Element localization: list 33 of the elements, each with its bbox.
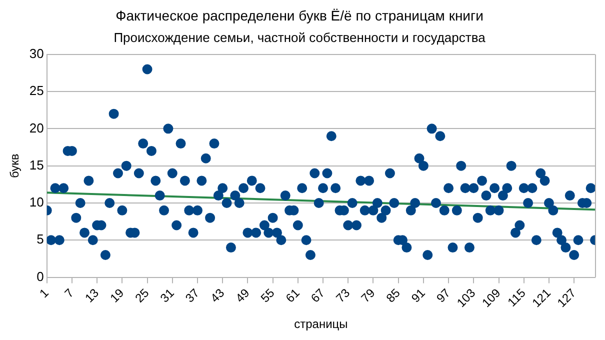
x-tick-label: 109 <box>479 286 504 310</box>
x-tick-label: 121 <box>529 286 554 310</box>
x-axis-title: страницы <box>294 317 348 332</box>
x-tick-label: 79 <box>358 286 378 306</box>
x-tick-label: 37 <box>182 286 202 306</box>
x-tick-label: 43 <box>208 286 228 306</box>
x-tick-label: 25 <box>132 286 152 306</box>
x-tick-label: 127 <box>554 286 579 310</box>
y-tick-label: 15 <box>29 157 44 172</box>
x-tick-label: 1 <box>36 286 52 301</box>
x-tick-label: 13 <box>82 286 102 306</box>
y-tick-label: 20 <box>29 120 44 136</box>
y-axis-title: букв <box>8 154 22 178</box>
x-tick-label: 55 <box>258 286 278 306</box>
x-tick-label: 115 <box>504 286 529 310</box>
x-tick-label: 91 <box>408 286 428 306</box>
x-tick-label: 49 <box>232 286 252 306</box>
x-tick-label: 85 <box>383 286 404 306</box>
x-tick-label: 31 <box>158 286 178 306</box>
y-tick-label: 25 <box>29 83 44 98</box>
chart-subtitle: Происхождение семьи, частной собственности и государства <box>114 30 486 46</box>
x-tick-label: 97 <box>434 286 454 306</box>
y-tick-label: 5 <box>36 232 44 247</box>
y-tick-label: 30 <box>29 46 44 61</box>
x-tick-label: 67 <box>308 286 328 306</box>
x-tick-label: 103 <box>454 286 478 310</box>
y-tick-label: 0 <box>36 268 44 284</box>
x-tick-label: 61 <box>283 286 303 306</box>
x-tick-label: 73 <box>333 286 353 306</box>
chart-title: Фактическое распределени букв Ё/ё по страницам книги <box>116 7 484 24</box>
x-tick-label: 19 <box>107 286 127 306</box>
x-tick-label: 7 <box>62 286 77 301</box>
y-tick-label: 10 <box>29 194 44 210</box>
